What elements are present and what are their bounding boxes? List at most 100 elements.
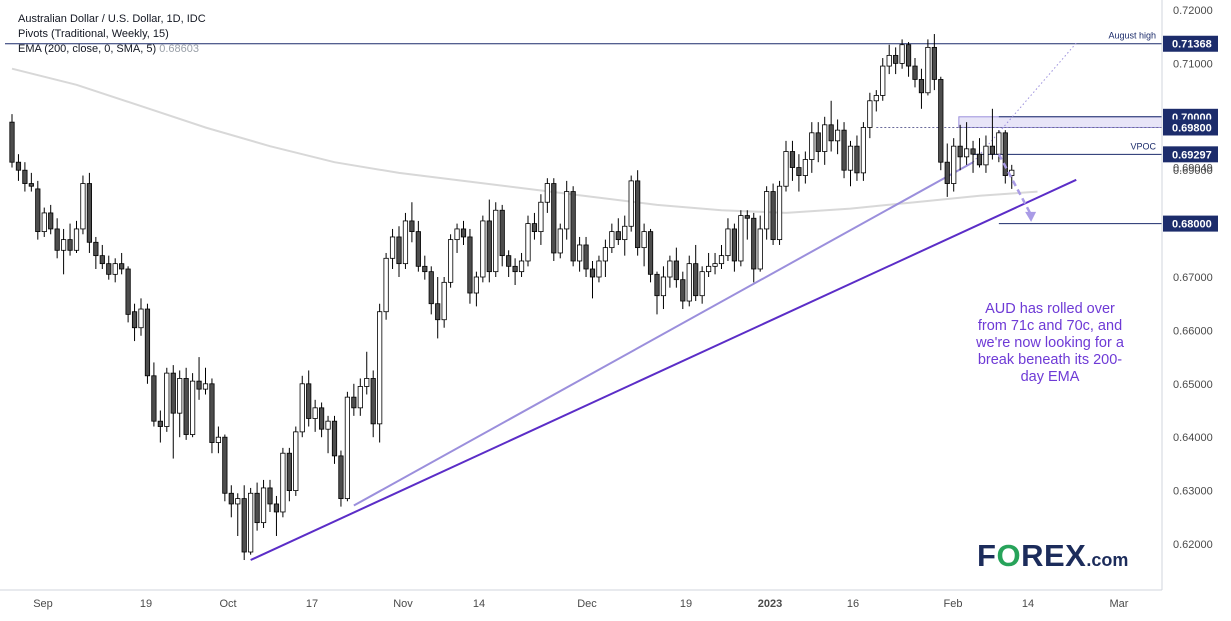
x-tick-label: 14 [1022,598,1034,610]
candle [331,415,338,464]
x-tick-label: 19 [680,598,692,610]
line-label: VPOC [1130,141,1156,151]
candle-body [447,239,454,283]
candle-body [460,228,467,238]
candle [957,124,963,171]
candle-body [770,191,776,241]
candle-body [422,265,428,273]
candle [635,170,641,256]
candle-body [144,308,151,377]
candle [119,252,125,275]
candle [54,218,60,259]
line-label: August high [1108,31,1156,41]
candle-body [228,492,234,505]
candle-body [738,215,744,262]
candle-body [835,129,841,142]
candle-body [119,263,125,270]
candle-body [918,79,925,94]
candle-body [22,169,28,184]
candle-body [183,378,189,435]
logo-rex: REX [1021,538,1087,573]
candle-body [809,132,815,160]
arrow-layer [997,153,1037,222]
candle [164,367,170,432]
candle [802,151,808,184]
candle [770,183,776,245]
candle-body [622,225,628,241]
candle [809,122,815,173]
candle [189,373,196,438]
candle [428,266,434,315]
candle [351,383,357,416]
candle-body [286,452,292,492]
candle [518,252,525,277]
candle-body [196,380,202,390]
price-label-bg [1163,215,1218,232]
price-label-text: 0.71368 [1172,39,1212,51]
candle-body [357,386,363,409]
trend-secondary-extension [972,42,1077,163]
candle-body [93,241,99,257]
candle-body [80,183,86,230]
candle-body [48,212,54,230]
candle-body [609,231,615,249]
candle [680,271,686,310]
candle [699,266,705,304]
candle [235,493,241,536]
candle-body [370,378,376,425]
candle-body [54,228,60,251]
candle [667,255,673,288]
candle [131,303,138,342]
candle-body [899,44,905,64]
candle [80,175,86,235]
candle [22,162,28,192]
candle [512,258,518,286]
candle-body [847,145,854,171]
candle-body [512,265,518,273]
x-tick-label: 17 [306,598,318,610]
candle-body [293,431,299,491]
candle-body [499,209,505,257]
candle-body [428,271,434,305]
candle [202,367,209,395]
candle-body [751,217,757,270]
candle-body [454,228,460,241]
x-tick-label: 16 [847,598,859,610]
candle [422,255,428,280]
candle-body [480,220,486,278]
candle [583,236,589,277]
candle [854,135,860,181]
candle [893,47,899,75]
candle-body [506,255,512,267]
x-tick-label: Feb [944,598,963,610]
candle [673,247,679,288]
candle-body [389,236,396,259]
candle-body [493,209,499,273]
legend-symbol: Australian Dollar / U.S. Dollar, 1D, IDC [18,13,206,25]
candle-body [435,303,441,321]
candle [325,415,331,454]
candle-body [67,239,73,251]
candle-body [654,273,660,297]
chart-legend: Australian Dollar / U.S. Dollar, 1D, IDC… [18,12,206,57]
forex-logo: FOREX.com [977,538,1128,574]
candle [215,426,221,454]
candle-body [325,420,331,430]
trend-secondary [353,161,974,507]
candle-body [312,407,318,419]
levels-layer [5,43,1162,225]
candle-body [383,257,389,313]
candle [776,180,783,245]
candle [138,298,144,336]
x-tick-label: Dec [577,598,597,610]
logo-o: O [996,538,1022,573]
candle-body [841,129,847,171]
zone-layer [958,116,1163,128]
candle [589,260,596,299]
candle-body [467,236,473,294]
candle [48,204,54,235]
candle-body [544,183,550,203]
candle [441,277,447,328]
candle-body [615,231,621,241]
